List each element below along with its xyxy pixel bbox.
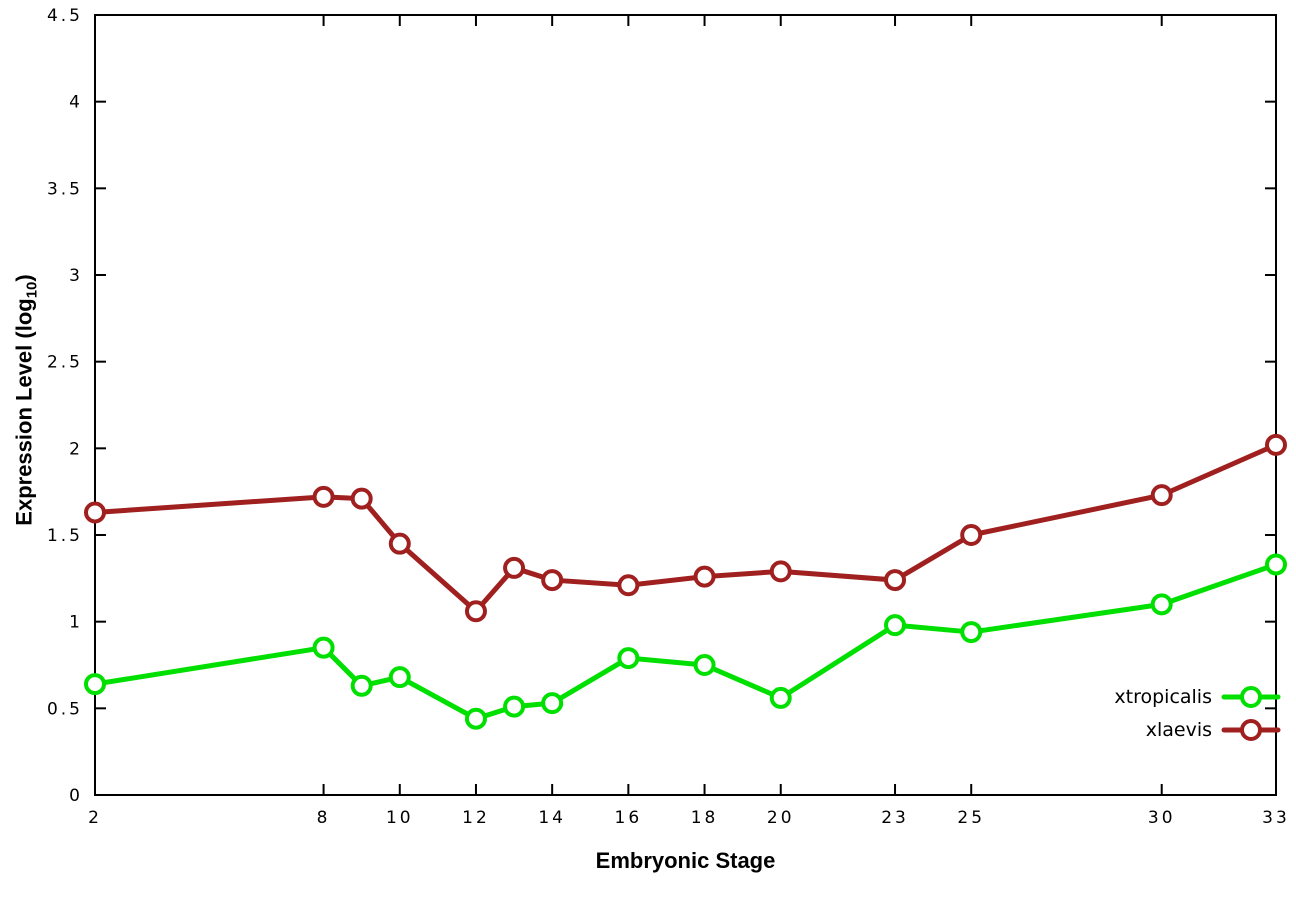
- x-tick-label: 2: [88, 808, 102, 828]
- y-tick-label: 1.5: [47, 526, 83, 546]
- data-point-xlaevis: [503, 556, 526, 579]
- legend-label-xlaevis: xlaevis: [1146, 719, 1212, 741]
- y-tick-label: 3.5: [47, 179, 83, 199]
- data-point-xtropicalis: [693, 654, 716, 676]
- x-tick-label: 8: [317, 808, 331, 828]
- y-tick-label: 3: [69, 266, 83, 286]
- data-point-xlaevis: [693, 565, 716, 588]
- data-point-xlaevis: [84, 501, 106, 524]
- legend-marker-xtropicalis: [1240, 686, 1262, 708]
- data-point-xlaevis: [769, 560, 792, 583]
- data-point-xlaevis: [388, 532, 411, 555]
- y-tick-label: 0.5: [47, 699, 83, 719]
- data-point-xlaevis: [541, 569, 564, 592]
- x-tick-label: 20: [767, 808, 795, 828]
- y-tick-label: 2: [69, 439, 83, 459]
- x-tick-label: 14: [538, 808, 566, 828]
- data-point-xtropicalis: [312, 636, 335, 659]
- data-point-xtropicalis: [541, 692, 564, 715]
- y-tick-label: 1: [69, 613, 83, 633]
- legend-label-xtropicalis: xtropicalis: [1114, 686, 1212, 708]
- x-tick-label: 16: [615, 808, 643, 828]
- y-axis-label-close: ): [11, 274, 37, 282]
- y-tick-label: 4: [69, 93, 83, 113]
- data-point-xtropicalis: [388, 666, 411, 689]
- x-tick-label: 18: [691, 808, 719, 828]
- data-point-xlaevis: [1265, 433, 1287, 456]
- legend-marker-xlaevis: [1240, 719, 1262, 741]
- data-point-xtropicalis: [884, 614, 907, 637]
- data-point-xlaevis: [312, 485, 335, 508]
- data-point-xtropicalis: [350, 674, 373, 697]
- data-point-xtropicalis: [960, 621, 983, 644]
- data-point-xlaevis: [464, 600, 487, 623]
- series-line-xlaevis: [92, 442, 1279, 614]
- data-point-xlaevis: [960, 524, 983, 546]
- data-point-xtropicalis: [464, 707, 487, 730]
- data-point-xtropicalis: [84, 673, 106, 696]
- data-point-xtropicalis: [617, 647, 640, 670]
- x-axis-label: Embryonic Stage: [595, 848, 776, 873]
- data-point-xlaevis: [884, 569, 907, 592]
- x-tick-label: 12: [462, 808, 490, 828]
- x-tick-label: 30: [1148, 808, 1176, 828]
- x-tick-label: 10: [386, 808, 414, 828]
- data-point-xtropicalis: [503, 695, 526, 718]
- y-axis-label-subscript: 10: [23, 281, 41, 299]
- x-tick-label: 25: [957, 808, 985, 828]
- x-tick-label: 23: [881, 808, 909, 828]
- data-point-xlaevis: [1150, 484, 1173, 507]
- data-point-xlaevis: [617, 574, 640, 597]
- x-tick-label: 33: [1262, 808, 1290, 828]
- y-axis-label: Expression Level (log10): [11, 274, 40, 525]
- series-line-xtropicalis: [92, 561, 1279, 722]
- y-tick-label: 2.5: [47, 353, 83, 373]
- plot-border: [94, 14, 1277, 796]
- data-point-xlaevis: [350, 487, 373, 510]
- y-tick-label: 0: [69, 786, 83, 806]
- y-tick-label: 4.5: [47, 6, 83, 26]
- y-axis-label-text: Expression Level (log: [11, 298, 37, 526]
- data-point-xtropicalis: [1150, 593, 1173, 616]
- data-point-xtropicalis: [1265, 553, 1287, 576]
- data-point-xtropicalis: [769, 686, 792, 709]
